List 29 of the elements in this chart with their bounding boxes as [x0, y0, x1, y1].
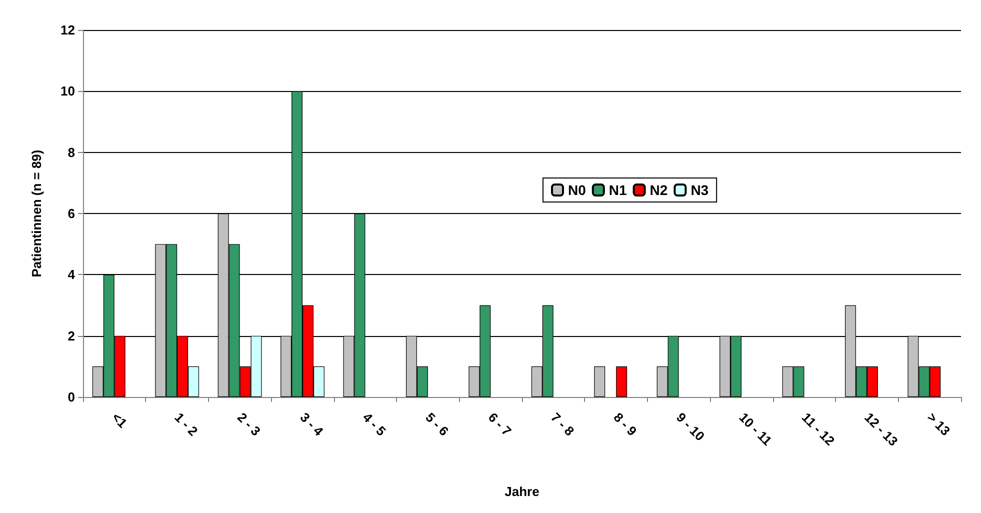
y-tick-label: 0: [68, 390, 75, 404]
x-tick-label: 7 - 8: [548, 410, 578, 439]
y-tick-label: 8: [68, 144, 75, 160]
x-tick-label: <1: [109, 410, 130, 431]
x-tick-label: 10 - 11: [736, 410, 775, 448]
x-tick-label: 2 - 3: [234, 410, 264, 439]
y-tick-label: 2: [68, 328, 75, 344]
y-tick-label: 12: [60, 22, 75, 38]
legend-label: N3: [690, 182, 709, 198]
legend-label: N2: [650, 182, 668, 198]
x-tick-label: 12 - 13: [862, 410, 901, 449]
x-tick-label: 8 - 9: [610, 410, 640, 439]
x-tick-label: 1 - 2: [172, 410, 201, 439]
x-tick-label: 5 - 6: [422, 410, 452, 439]
y-tick-label: 6: [68, 206, 75, 221]
x-axis-title: Jahre: [504, 484, 540, 499]
y-axis-title: Patientinnen (n = 89): [29, 150, 44, 278]
legend-label: N1: [608, 182, 628, 198]
y-tick-label: 10: [60, 84, 75, 99]
y-tick-label: 4: [68, 267, 76, 282]
bar: [594, 366, 606, 397]
x-tick-label: 3 - 4: [297, 410, 327, 440]
legend-label: N0: [568, 182, 586, 198]
x-tick-label: > 13: [924, 410, 954, 438]
x-tick-label: 11 - 12: [798, 410, 838, 448]
x-tick-label: 4 - 5: [360, 410, 389, 439]
x-tick-label: 9 - 10: [673, 410, 708, 444]
bar: [616, 366, 628, 397]
x-tick-label: 6 - 7: [485, 410, 514, 439]
